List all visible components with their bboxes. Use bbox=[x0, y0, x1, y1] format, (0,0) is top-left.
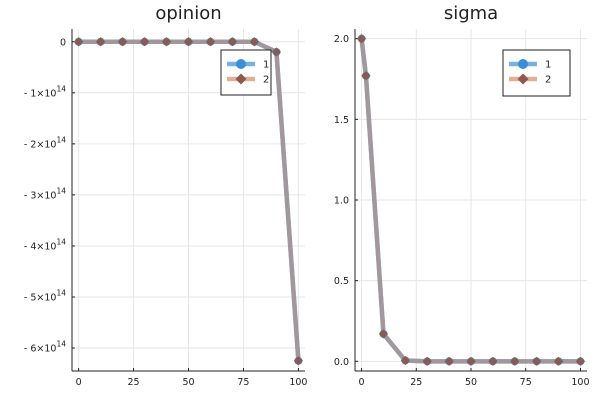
data-point-series-2 bbox=[249, 37, 260, 47]
data-point-series-2 bbox=[161, 37, 172, 47]
legend-box bbox=[220, 49, 272, 96]
chart-title: sigma bbox=[444, 3, 498, 24]
x-tick-label: 25 bbox=[410, 377, 422, 388]
data-point-series-2 bbox=[575, 356, 586, 366]
y-tick-label: 2.0 bbox=[334, 34, 349, 45]
x-tick-label: 75 bbox=[237, 377, 249, 388]
y-tick-label: - 3×1014 bbox=[24, 186, 66, 201]
legend-label: 1 bbox=[263, 60, 269, 71]
data-point-series-2 bbox=[356, 34, 367, 44]
legend-label: 1 bbox=[545, 60, 551, 71]
data-point-series-2 bbox=[95, 37, 106, 47]
data-point-series-2 bbox=[227, 37, 238, 47]
data-point-series-2 bbox=[378, 329, 389, 339]
y-tick-label: - 4×1014 bbox=[24, 237, 66, 252]
data-point-series-2 bbox=[361, 71, 371, 81]
data-point-series-2 bbox=[117, 37, 128, 47]
x-tick-label: 50 bbox=[182, 377, 194, 388]
data-point-series-2 bbox=[205, 37, 216, 47]
y-tick-label: 1.0 bbox=[334, 196, 349, 207]
data-point-series-2 bbox=[271, 47, 282, 57]
x-tick-label: 100 bbox=[289, 377, 307, 388]
legend: 12 bbox=[502, 49, 571, 97]
data-point-series-2 bbox=[510, 356, 520, 366]
y-tick-label: 0.5 bbox=[334, 276, 349, 287]
legend-label: 2 bbox=[263, 75, 269, 86]
x-tick-label: 25 bbox=[128, 377, 140, 388]
y-tick-label: - 6×1014 bbox=[24, 340, 66, 355]
y-tick-label: 0 bbox=[60, 37, 66, 48]
data-point-series-2 bbox=[488, 356, 498, 366]
subplot-opinion: opinion 0 25 50 75 100 0 - 1×1014 - 2×1014 - 3×10… bbox=[24, 3, 308, 388]
y-tick-label: 1.5 bbox=[334, 115, 349, 126]
legend-label: 2 bbox=[545, 75, 551, 86]
x-tick-label: 75 bbox=[520, 377, 532, 388]
chart-title: opinion bbox=[155, 3, 221, 24]
legend: 12 bbox=[220, 49, 272, 96]
legend-marker-circle bbox=[518, 59, 528, 69]
data-point-series-2 bbox=[73, 37, 84, 47]
data-point-series-2 bbox=[400, 355, 410, 366]
y-tick-label: - 1×1014 bbox=[24, 84, 66, 99]
x-tick-label: 0 bbox=[76, 377, 82, 388]
legend-marker-diamond bbox=[235, 73, 247, 85]
x-tick-label: 50 bbox=[465, 377, 477, 388]
legend-box bbox=[502, 49, 571, 97]
data-point-series-2 bbox=[139, 37, 150, 47]
x-tick-label: 0 bbox=[359, 377, 365, 388]
data-point-series-2 bbox=[293, 356, 304, 366]
legend-marker-circle bbox=[236, 59, 246, 69]
data-point-series-2 bbox=[422, 356, 432, 366]
data-point-series-2 bbox=[466, 356, 476, 366]
data-point-series-2 bbox=[532, 356, 542, 366]
legend-marker-diamond bbox=[517, 73, 529, 85]
data-point-series-2 bbox=[444, 356, 454, 366]
data-point-series-2 bbox=[553, 356, 564, 366]
x-tick-label: 100 bbox=[571, 377, 589, 388]
grid bbox=[355, 29, 587, 371]
y-tick-label: - 5×1014 bbox=[24, 288, 66, 303]
data-point-series-2 bbox=[183, 37, 194, 47]
y-tick-label: - 2×1014 bbox=[24, 135, 66, 150]
y-tick-label: 0.0 bbox=[334, 357, 349, 368]
